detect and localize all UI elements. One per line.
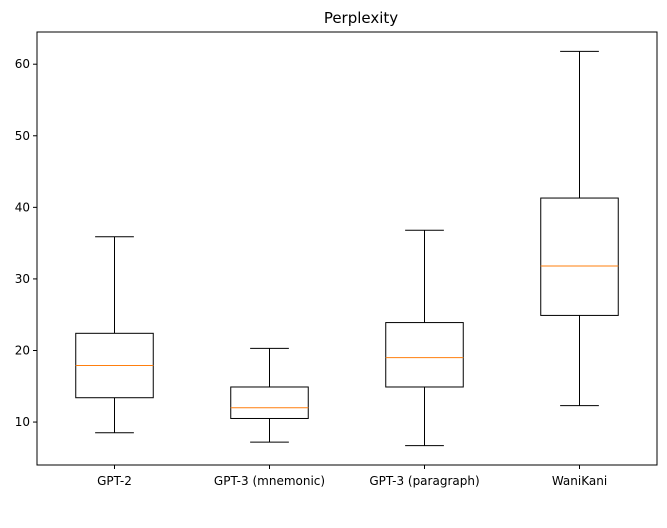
x-tick-label: GPT-3 (paragraph) <box>369 474 479 488</box>
y-tick-label: 60 <box>15 57 30 71</box>
chart-title: Perplexity <box>324 9 398 27</box>
x-tick-label: GPT-2 <box>97 474 132 488</box>
y-tick-label: 50 <box>15 129 30 143</box>
y-tick-label: 30 <box>15 272 30 286</box>
plot-frame <box>36 31 658 466</box>
y-tick-label: 20 <box>15 343 30 357</box>
iqr-box <box>540 197 619 316</box>
iqr-box <box>230 386 309 419</box>
box-2 <box>230 347 309 443</box>
axes: 10 20 30 40 50 60 GPT-2 GPT-3 (mnemonic) GPT-3 (… <box>15 57 607 488</box>
box-3 <box>385 229 464 447</box>
box-4 <box>540 50 619 407</box>
x-tick-label: WaniKani <box>552 474 607 488</box>
box-1 <box>75 236 154 434</box>
y-tick-label: 10 <box>15 415 30 429</box>
iqr-box <box>385 322 464 388</box>
x-tick-label: GPT-3 (mnemonic) <box>214 474 325 488</box>
plot-area <box>75 50 619 447</box>
y-tick-label: 40 <box>15 200 30 214</box>
